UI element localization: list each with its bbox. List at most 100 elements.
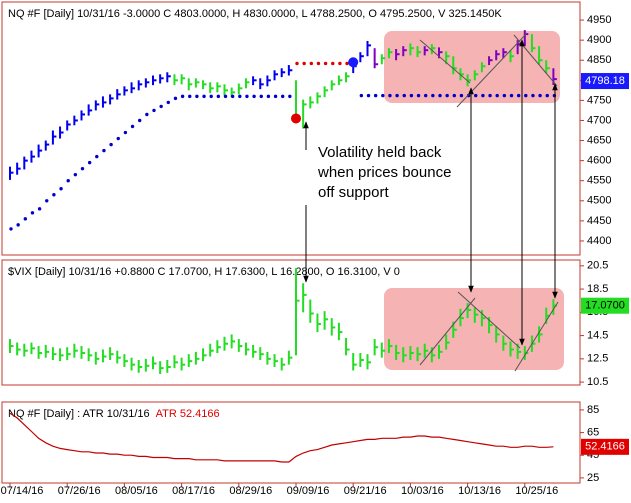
last-value-label: 17.0700 — [585, 300, 625, 312]
stop-dot — [37, 207, 42, 211]
last-value-label: 4798.18 — [585, 75, 625, 87]
stop-dot — [424, 93, 428, 98]
y-tick-label: 10.5 — [587, 376, 608, 388]
stop-dot — [173, 96, 178, 101]
stop-dot — [552, 93, 557, 98]
y-tick-label: 4600 — [587, 155, 611, 167]
stop-dot — [359, 93, 364, 98]
stop-dot — [338, 61, 342, 66]
y-tick-label: 4550 — [587, 175, 611, 187]
x-tick-label: 08/05/16 — [115, 485, 158, 497]
stop-dot — [373, 93, 378, 98]
annotations — [303, 32, 559, 372]
y-tick-label: 25 — [587, 472, 599, 484]
y-tick-label: 4650 — [587, 134, 611, 146]
stop-dot — [95, 154, 99, 159]
stop-dot — [416, 93, 421, 98]
stop-dot — [445, 93, 449, 98]
y-tick-label: 85 — [587, 404, 599, 416]
panel-title: NQ #F [Daily] : ATR 10/31/16 — [8, 408, 150, 420]
stop-dot — [180, 94, 185, 99]
stop-dot — [309, 61, 313, 66]
stop-dot — [402, 93, 406, 98]
stop-dot — [281, 94, 285, 99]
trend-line — [419, 39, 471, 84]
stop-dot — [59, 187, 63, 191]
x-tick-label: 07/14/16 — [1, 485, 44, 497]
stop-dot — [45, 199, 49, 203]
panel-frame — [1, 1, 581, 256]
signal-dot — [291, 113, 301, 124]
stop-dot — [381, 93, 385, 98]
y-tick-label: 4900 — [587, 34, 611, 46]
x-tick-label: 08/17/16 — [172, 485, 215, 497]
trend-line — [419, 297, 476, 366]
stop-dot — [545, 93, 549, 98]
panel-title: NQ #F [Daily] 10/31/16 -3.0000 C 4803.00… — [8, 8, 502, 20]
panels — [1, 1, 581, 484]
stop-dot — [409, 93, 414, 98]
last-value-box — [581, 73, 629, 90]
stop-dot — [23, 217, 27, 221]
stop-dot — [481, 93, 485, 98]
stop-dot — [109, 142, 113, 147]
stop-dot — [87, 160, 92, 165]
line-series — [9, 412, 554, 463]
signal-dot — [348, 57, 359, 68]
stop-dot — [159, 104, 163, 109]
stop-dot — [474, 93, 478, 98]
stop-dot — [30, 211, 35, 215]
stop-dot — [138, 118, 142, 123]
stop-dot — [266, 94, 271, 99]
x-tick-label: 10/25/16 — [515, 485, 558, 497]
stop-dot — [209, 94, 213, 99]
last-value-box — [581, 438, 629, 455]
highlight-box — [384, 288, 564, 370]
y-tick-label: 4400 — [587, 235, 611, 247]
trend-line — [457, 291, 521, 349]
panel-frame — [1, 259, 581, 386]
stop-dot — [152, 108, 156, 113]
stop-dot — [66, 179, 70, 183]
y-tick-label: 20.5 — [587, 260, 608, 272]
stop-dot — [123, 130, 128, 135]
y-tick-label: 4450 — [587, 215, 611, 227]
stop-dot — [216, 94, 221, 99]
stop-dot — [202, 94, 206, 99]
stop-dot — [388, 93, 392, 98]
x-tick-label: 09/21/16 — [344, 485, 387, 497]
stop-dot — [73, 172, 78, 177]
stop-dot — [323, 61, 328, 66]
annotation: when prices bounce — [317, 164, 451, 181]
stop-dot — [188, 94, 192, 99]
plot: 4400445045004550460046504700475048004850… — [1, 8, 629, 497]
stop-dot — [331, 61, 335, 66]
stop-dot — [195, 94, 199, 99]
stop-dot — [273, 94, 278, 99]
stop-dot — [452, 93, 456, 98]
stop-dot — [259, 94, 263, 99]
y-tick-label: 4500 — [587, 195, 611, 207]
stop-dot — [52, 193, 56, 197]
stop-dot — [431, 93, 435, 98]
y-tick-label: 18.5 — [587, 283, 608, 295]
stop-dot — [438, 93, 442, 98]
stop-dot — [524, 93, 528, 98]
stop-dot — [245, 94, 249, 99]
panel-title: $VIX [Daily] 10/31/16 +0.8800 C 17.0700,… — [8, 266, 400, 278]
annotation: Volatility held back — [318, 144, 442, 161]
y-tick-label: 4850 — [587, 54, 611, 66]
y-tick-label: 4700 — [587, 114, 611, 126]
stop-dot — [538, 93, 542, 98]
stop-dot — [395, 93, 399, 98]
panel-frame — [1, 401, 581, 484]
stop-dot — [459, 93, 464, 98]
y-tick-label: 4750 — [587, 94, 611, 106]
stop-dot — [130, 124, 135, 129]
y-tick-label: 65 — [587, 426, 599, 438]
x-tick-label: 09/09/16 — [287, 485, 330, 497]
x-tick-label: 10/13/16 — [458, 485, 501, 497]
trend-line — [514, 301, 559, 372]
stop-dot — [166, 100, 170, 105]
y-tick-label: 4950 — [587, 14, 611, 26]
